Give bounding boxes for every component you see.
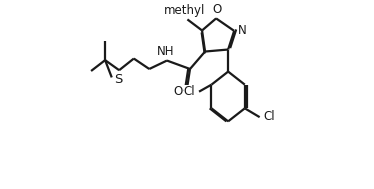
Text: NH: NH — [157, 45, 175, 58]
Text: O: O — [212, 3, 221, 16]
Text: N: N — [238, 24, 247, 37]
Text: Cl: Cl — [263, 110, 275, 123]
Text: O: O — [173, 85, 183, 98]
Text: S: S — [114, 73, 123, 86]
Text: methyl: methyl — [164, 4, 206, 17]
Text: Cl: Cl — [184, 85, 196, 98]
